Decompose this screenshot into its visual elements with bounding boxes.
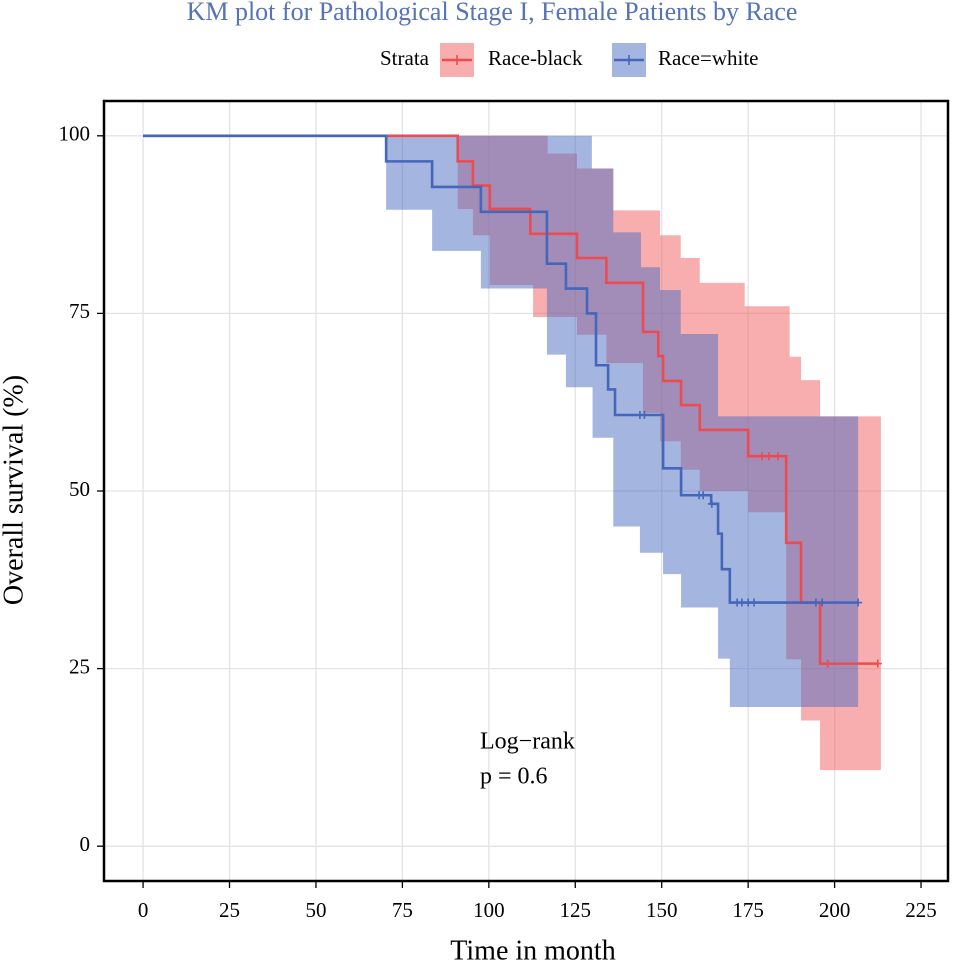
censor-mark bbox=[750, 598, 759, 607]
x-tick-label: 75 bbox=[392, 898, 413, 922]
x-tick-label: 50 bbox=[305, 898, 326, 922]
censor-mark bbox=[818, 598, 827, 607]
legend-label: Race-black bbox=[488, 46, 583, 70]
censor-mark bbox=[773, 452, 782, 461]
annotation: p = 0.6 bbox=[480, 764, 548, 790]
censor-mark bbox=[854, 598, 863, 607]
y-tick-label: 25 bbox=[69, 654, 90, 678]
legend-label: Race=white bbox=[658, 46, 758, 70]
censor-mark bbox=[873, 659, 882, 668]
y-tick-label: 75 bbox=[69, 299, 90, 323]
x-tick-label: 125 bbox=[560, 898, 592, 922]
annotation: Log−rank bbox=[480, 729, 575, 755]
confidence-band bbox=[143, 135, 881, 771]
x-tick-label: 100 bbox=[473, 898, 505, 922]
y-tick-label: 0 bbox=[80, 832, 91, 856]
censor-mark bbox=[699, 491, 708, 500]
censor-mark bbox=[764, 452, 773, 461]
survival-line bbox=[143, 134, 878, 665]
y-tick-label: 100 bbox=[59, 122, 91, 146]
x-tick-label: 25 bbox=[219, 898, 240, 922]
survival-line bbox=[143, 134, 859, 604]
y-tick-label: 50 bbox=[69, 477, 90, 501]
x-tick-label: 150 bbox=[646, 898, 678, 922]
censor-mark bbox=[823, 659, 832, 668]
x-tick-label: 225 bbox=[905, 898, 937, 922]
censor-mark bbox=[640, 410, 649, 419]
legend-title: Strata bbox=[380, 46, 430, 70]
censor-mark bbox=[757, 452, 766, 461]
censor-mark bbox=[707, 499, 716, 508]
x-tick-label: 175 bbox=[732, 898, 764, 922]
panel-border bbox=[102, 99, 950, 883]
y-axis-title: Overall survival (%) bbox=[0, 375, 29, 605]
chart-title: KM plot for Pathological Stage I, Female… bbox=[187, 0, 798, 26]
confidence-band bbox=[143, 135, 859, 707]
x-axis-title: Time in month bbox=[450, 935, 615, 965]
x-tick-label: 0 bbox=[138, 898, 149, 922]
x-tick-label: 200 bbox=[819, 898, 851, 922]
